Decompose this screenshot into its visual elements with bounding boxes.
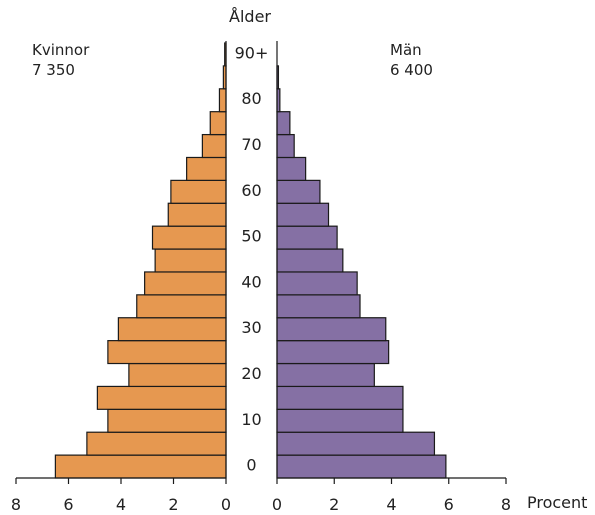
bar-men-40-44 — [276, 271, 358, 296]
x-tick-label-men: 0 — [272, 495, 282, 514]
bar-women-0-4 — [54, 454, 227, 479]
bar-women-45-49 — [154, 248, 227, 273]
legend-men-total: 6 400 — [390, 61, 433, 79]
bar-women-35-39 — [136, 294, 227, 319]
x-tick-label-men: 8 — [501, 495, 511, 514]
axes — [15, 41, 507, 484]
bar-women-20-24 — [128, 362, 227, 388]
bar-women-80-84 — [218, 88, 227, 113]
bar-women-60-64 — [170, 179, 227, 204]
x-tick-label-women: 6 — [63, 495, 73, 514]
legend-men-label: Män — [390, 41, 422, 59]
x-tick-label-women: 0 — [221, 495, 231, 514]
x-tick-label-women: 4 — [116, 495, 126, 514]
x-axis-title: Procent — [527, 493, 587, 512]
age-tick-label: 50 — [241, 227, 261, 246]
bar-women-40-44 — [144, 271, 227, 296]
bar-men-65-69 — [276, 156, 307, 181]
legend-women-label: Kvinnor — [32, 41, 90, 59]
age-tick-label: 20 — [241, 364, 261, 383]
bar-women-75-79 — [209, 111, 227, 136]
bar-women-5-9 — [86, 431, 227, 456]
bar-men-55-59 — [276, 202, 330, 227]
bar-women-65-69 — [186, 156, 227, 181]
bar-men-25-29 — [276, 340, 390, 365]
bar-men-70-74 — [276, 133, 295, 159]
bar-men-5-9 — [276, 431, 436, 456]
x-tick-label-men: 2 — [329, 495, 339, 514]
bar-men-20-24 — [276, 362, 375, 388]
bars-women — [54, 42, 227, 479]
bar-women-15-19 — [96, 385, 227, 410]
bar-women-70-74 — [201, 133, 227, 159]
bar-men-45-49 — [276, 248, 344, 273]
bar-men-50-54 — [276, 225, 338, 250]
bar-men-60-64 — [276, 179, 321, 204]
legend-women-total: 7 350 — [32, 61, 75, 79]
age-tick-label: 0 — [246, 456, 256, 475]
age-tick-label: 30 — [241, 318, 261, 337]
x-tick-label-women: 2 — [168, 495, 178, 514]
bar-men-0-4 — [276, 454, 447, 479]
bar-men-15-19 — [276, 385, 404, 410]
bar-men-30-34 — [276, 317, 387, 342]
bar-women-25-29 — [107, 340, 227, 365]
bar-women-10-14 — [107, 408, 227, 433]
bars-men — [276, 65, 447, 479]
age-tick-label: 60 — [241, 181, 261, 200]
age-tick-label: 40 — [241, 272, 261, 291]
bar-women-30-34 — [117, 317, 227, 342]
age-tick-label: 70 — [241, 135, 261, 154]
age-axis-title: Ålder — [229, 7, 271, 26]
x-tick-label-women: 8 — [11, 495, 21, 514]
age-tick-label: 90+ — [235, 43, 269, 62]
x-tick-label-men: 6 — [444, 495, 454, 514]
bar-women-55-59 — [167, 202, 227, 227]
age-tick-label: 10 — [241, 410, 261, 429]
x-tick-label-men: 4 — [386, 495, 396, 514]
bar-women-50-54 — [151, 225, 227, 250]
bar-men-75-79 — [276, 111, 291, 136]
bar-men-35-39 — [276, 294, 361, 319]
bar-men-10-14 — [276, 408, 404, 433]
age-tick-label: 80 — [241, 89, 261, 108]
